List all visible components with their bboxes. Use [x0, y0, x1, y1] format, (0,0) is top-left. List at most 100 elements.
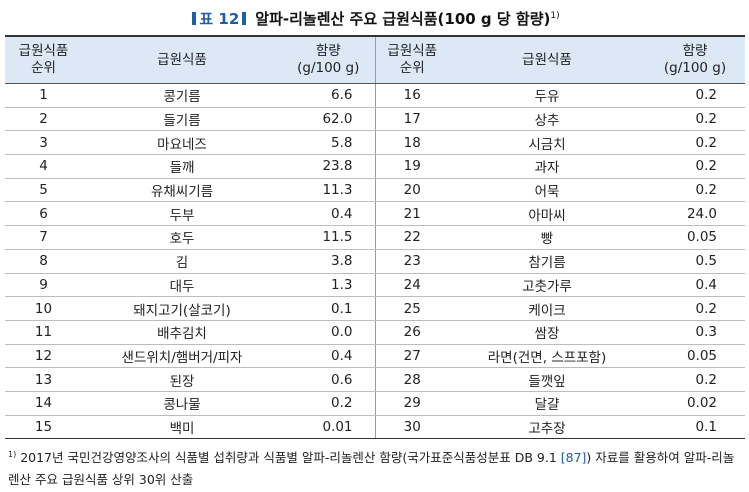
cell-rank-2: 28	[374, 367, 449, 392]
cell-amount-2: 0.05	[645, 225, 745, 250]
cell-food: 두부	[82, 201, 282, 227]
cell-rank: 11	[5, 320, 82, 345]
cell-rank-2: 24	[374, 273, 449, 298]
cell-rank-2: 25	[374, 296, 449, 321]
cell-amount-2: 0.3	[645, 320, 745, 345]
header-rank-2-line2: 순위	[399, 60, 425, 76]
cell-rank: 4	[5, 154, 82, 179]
cell-rank: 8	[5, 249, 82, 274]
cell-amount-2: 0.2	[645, 296, 745, 321]
cell-amount-2: 0.5	[645, 249, 745, 274]
cell-amount: 62.0	[282, 107, 375, 132]
cell-amount-2: 0.2	[645, 130, 745, 156]
cell-food-2: 빵	[449, 225, 645, 250]
cell-food: 마요네즈	[82, 130, 282, 156]
cell-rank-2: 18	[374, 130, 449, 156]
cell-rank-2: 16	[374, 83, 449, 108]
cell-food: 백미	[82, 415, 282, 440]
cell-amount: 0.4	[282, 344, 375, 369]
cell-food: 콩나물	[82, 391, 282, 416]
reference-link[interactable]: [87]	[560, 450, 587, 466]
cell-food: 들기름	[82, 107, 282, 132]
table-row: 10 돼지고기(살코기) 0.1 25 케이크 0.2	[5, 296, 745, 321]
cell-food: 된장	[82, 367, 282, 392]
header-amount-2: 함량 (g/100 g)	[645, 35, 745, 84]
cell-rank: 9	[5, 273, 82, 298]
cell-rank-2: 17	[374, 107, 449, 132]
header-food: 급원식품	[82, 35, 282, 84]
cell-rank: 6	[5, 201, 82, 227]
cell-amount: 0.2	[282, 391, 375, 416]
cell-amount: 3.8	[282, 249, 375, 274]
cell-rank-2: 23	[374, 249, 449, 274]
cell-rank: 12	[5, 344, 82, 369]
cell-food: 들깨	[82, 154, 282, 179]
table-caption-text: 알파-리놀렌산 주요 급원식품(100 g 당 함량)	[255, 10, 551, 28]
cell-rank-2: 19	[374, 154, 449, 179]
header-amount: 함량 (g/100 g)	[282, 35, 375, 84]
cell-amount: 0.0	[282, 320, 375, 345]
cell-amount: 23.8	[282, 154, 375, 179]
cell-food-2: 시금치	[449, 130, 645, 156]
cell-amount: 0.01	[282, 415, 375, 440]
source-foods-table: 급원식품 순위 급원식품 함량 (g/100 g) 급원식품 순위 급원식품 함량 (g…	[5, 35, 745, 440]
tag-bar-left	[192, 12, 197, 25]
cell-amount: 0.1	[282, 296, 375, 321]
table-row: 5 유채씨기름 11.3 20 어묵 0.2	[5, 178, 745, 203]
cell-rank: 3	[5, 130, 82, 156]
cell-food: 대두	[82, 273, 282, 298]
cell-rank: 5	[5, 178, 82, 203]
table-row: 3 마요네즈 5.8 18 시금치 0.2	[5, 130, 745, 156]
header-row: 급원식품 순위 급원식품 함량 (g/100 g) 급원식품 순위 급원식품 함량 (g…	[5, 35, 745, 84]
footnote-text: 2017년 국민건강영양조사의 식품별 섭취량과 식품별 알파-리놀렌산 함량(…	[20, 450, 561, 466]
table-title: 표 12 알파-리놀렌산 주요 급원식품(100 g 당 함량)1)	[0, 3, 749, 32]
cell-rank-2: 29	[374, 391, 449, 416]
table-row: 13 된장 0.6 28 들깻잎 0.2	[5, 367, 745, 392]
cell-food-2: 상추	[449, 107, 645, 132]
cell-amount-2: 0.2	[645, 178, 745, 203]
table-number-tag: 표 12	[189, 10, 249, 28]
table-row: 8 김 3.8 23 참기름 0.5	[5, 249, 745, 274]
cell-food: 샌드위치/햄버거/피자	[82, 344, 282, 369]
cell-rank: 10	[5, 296, 82, 321]
table-caption: 알파-리놀렌산 주요 급원식품(100 g 당 함량)1)	[255, 10, 559, 28]
table-number: 표 12	[199, 10, 240, 28]
cell-rank: 7	[5, 225, 82, 250]
table-row: 4 들깨 23.8 19 과자 0.2	[5, 154, 745, 179]
cell-food-2: 케이크	[449, 296, 645, 321]
cell-food: 배추김치	[82, 320, 282, 345]
table-row: 1 콩기름 6.6 16 두유 0.2	[5, 83, 745, 108]
header-rank-2: 급원식품 순위	[374, 35, 449, 84]
footnote-text-end: ) 자료를 활용하여 알파-리놀렌산 주요 급원식품 상위 30위 산출	[8, 450, 735, 488]
header-amount-2-line2: (g/100 g)	[663, 60, 727, 76]
table-row: 2 들기름 62.0 17 상추 0.2	[5, 107, 745, 132]
table-row: 12 샌드위치/햄버거/피자 0.4 27 라면(건면, 스프포함) 0.05	[5, 344, 745, 369]
cell-amount: 0.4	[282, 201, 375, 227]
footnote-mark: 1)	[8, 450, 17, 459]
cell-food: 호두	[82, 225, 282, 250]
cell-food-2: 두유	[449, 83, 645, 108]
cell-rank: 1	[5, 83, 82, 108]
footnote-marker: 1)	[550, 11, 560, 21]
cell-amount-2: 0.2	[645, 154, 745, 179]
table-row: 14 콩나물 0.2 29 달걀 0.02	[5, 391, 745, 416]
cell-rank: 2	[5, 107, 82, 132]
table-row: 6 두부 0.4 21 아마씨 24.0	[5, 201, 745, 227]
header-amount-line2: (g/100 g)	[297, 60, 360, 76]
cell-food: 김	[82, 249, 282, 274]
cell-rank-2: 20	[374, 178, 449, 203]
cell-food-2: 아마씨	[449, 201, 645, 227]
header-amount-2-line1: 함량	[682, 43, 708, 59]
cell-amount-2: 0.02	[645, 391, 745, 416]
header-rank-2-line1: 급원식품	[387, 43, 438, 59]
cell-food-2: 달걀	[449, 391, 645, 416]
cell-amount: 5.8	[282, 130, 375, 156]
cell-rank: 14	[5, 391, 82, 416]
cell-food-2: 어묵	[449, 178, 645, 203]
cell-food-2: 참기름	[449, 249, 645, 274]
cell-rank: 15	[5, 415, 82, 440]
cell-food-2: 고춧가루	[449, 273, 645, 298]
table-row: 15 백미 0.01 30 고추장 0.1	[5, 415, 745, 440]
cell-food: 콩기름	[82, 83, 282, 108]
cell-amount: 11.5	[282, 225, 375, 250]
